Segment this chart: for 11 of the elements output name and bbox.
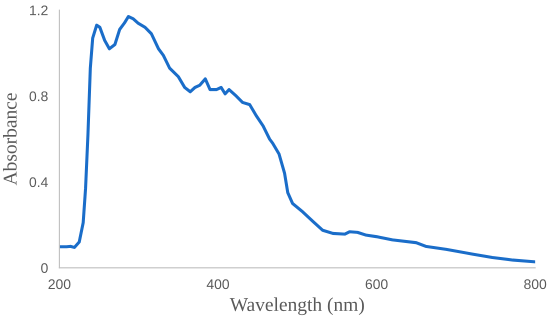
x-tick-label: 200	[48, 279, 70, 290]
x-axis-title: Wavelength (nm)	[230, 297, 364, 316]
y-tick-label: 1.2	[30, 5, 48, 16]
y-tick-label: 0.4	[30, 177, 48, 188]
x-tick-label: 400	[206, 279, 230, 290]
x-tick-label: 600	[366, 279, 388, 290]
y-tick-label: 0.8	[30, 91, 48, 102]
y-tick-label: 0	[41, 263, 48, 273]
x-tick-label: 800	[524, 279, 546, 290]
y-axis-title: Absorbance	[3, 93, 17, 186]
line-series	[59, 15, 536, 264]
